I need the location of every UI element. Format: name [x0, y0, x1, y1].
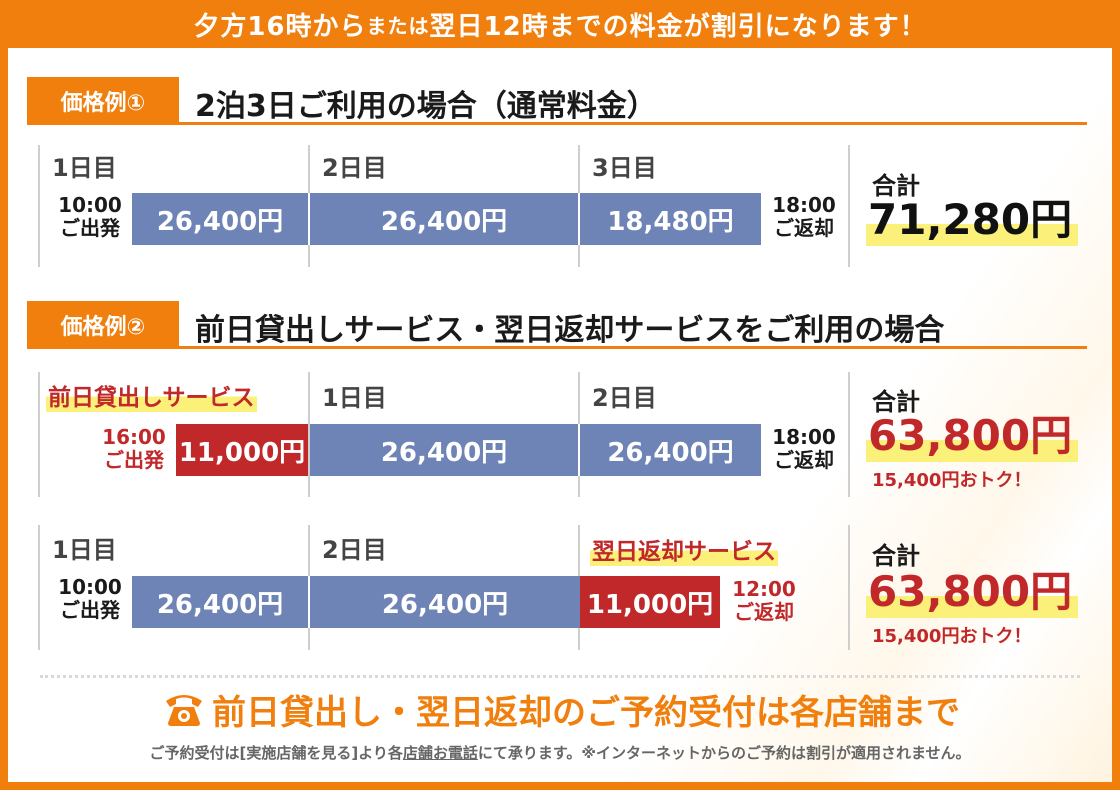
note-prefix: ご予約受付は — [149, 744, 240, 762]
ex1-day1-label: 1日目 — [52, 154, 117, 182]
note-suffix: にて承ります。※インターネットからのご予約は割引が適用されません。 — [477, 744, 971, 762]
depart-label: ご出発 — [60, 216, 120, 240]
ex2a-day1-label: 1日目 — [322, 384, 387, 412]
example1-title: 2泊3日ご利用の場合（通常料金） — [195, 89, 657, 124]
example1-tag: 価格例① — [27, 77, 179, 125]
ex2a-price-day2: 26,400円 — [580, 424, 761, 476]
phone-icon — [162, 689, 206, 729]
example1-header: 価格例① 2泊3日ご利用の場合（通常料金） — [27, 77, 1087, 125]
ex1-return: 18:00 ご返却 — [766, 194, 842, 240]
banner-text-1: 夕方16時から — [193, 11, 367, 42]
return-time: 12:00 — [732, 577, 796, 601]
return-label: ご返却 — [774, 448, 834, 472]
ex1-price-day3: 18,480円 — [580, 193, 761, 245]
depart-time: 10:00 — [58, 575, 122, 599]
early-pickup-service-label: 前日貸出しサービス — [46, 378, 257, 412]
depart-time: 10:00 — [58, 193, 122, 217]
ex2b-total-value: 63,800円 — [866, 566, 1079, 618]
example2-title: 前日貸出しサービス・翌日返却サービスをご利用の場合 — [195, 313, 945, 348]
return-label: ご返却 — [774, 216, 834, 240]
ex2a-depart: 16:00 ご出発 — [96, 426, 172, 472]
store-list-link[interactable]: [実施店舗を見る] — [239, 744, 359, 762]
banner-text-2: または — [366, 13, 430, 38]
ex2b-day1-label: 1日目 — [52, 536, 117, 564]
ex2a-service-price: 11,000円 — [176, 424, 308, 476]
ex2b-price-day2: 26,400円 — [310, 576, 580, 628]
divider — [848, 525, 850, 650]
ex1-day2-label: 2日目 — [322, 154, 387, 182]
ex2b-service-price: 11,000円 — [580, 576, 720, 628]
note-middle: より各 — [358, 744, 403, 762]
divider — [308, 372, 310, 497]
ex1-price-day2: 26,400円 — [310, 193, 580, 245]
divider — [38, 372, 40, 497]
divider — [848, 145, 850, 267]
ex2b-price-day1: 26,400円 — [132, 576, 310, 628]
late-return-service-label: 翌日返却サービス — [590, 532, 778, 566]
ex2a-total-value: 63,800円 — [866, 410, 1079, 462]
depart-label: ご出発 — [104, 448, 164, 472]
return-label: ご返却 — [734, 600, 794, 624]
return-time: 18:00 — [772, 193, 836, 217]
return-time: 18:00 — [772, 425, 836, 449]
depart-time: 16:00 — [102, 425, 166, 449]
ex1-price-day1: 26,400円 — [132, 193, 310, 245]
ex2a-price-day1: 26,400円 — [310, 424, 580, 476]
ex2b-total-label: 合計 — [872, 542, 920, 570]
ex2a-saving: 15,400円おトク！ — [872, 470, 1032, 491]
reservation-note: ご予約受付は[実施店舗を見る]より各店舗お電話にて承ります。※インターネットから… — [30, 742, 1090, 763]
example2-tag: 価格例② — [27, 301, 179, 349]
ex2a-day2-label: 2日目 — [592, 384, 657, 412]
example2-header: 価格例② 前日貸出しサービス・翌日返却サービスをご利用の場合 — [27, 301, 1087, 349]
ex2a-return: 18:00 ご返却 — [766, 426, 842, 472]
footer-divider — [40, 675, 1080, 678]
divider — [848, 372, 850, 497]
reservation-headline: 前日貸出し・翌日返却のご予約受付は各店舗まで — [36, 684, 1086, 734]
reservation-headline-text: 前日貸出し・翌日返却のご予約受付は各店舗まで — [212, 692, 960, 733]
ex2b-day2-label: 2日目 — [322, 536, 387, 564]
discount-banner: 夕方16時から または 翌日12時までの料金が割引になります！ — [0, 0, 1120, 48]
depart-label: ご出発 — [60, 598, 120, 622]
ex1-total-value: 71,280円 — [866, 194, 1079, 246]
note-underlined: 店舗お電話 — [402, 744, 478, 762]
banner-text-3: 翌日12時までの料金が割引になります！ — [429, 11, 927, 42]
ex1-depart: 10:00 ご出発 — [52, 194, 128, 240]
divider — [38, 525, 40, 650]
ex1-day3-label: 3日目 — [592, 154, 657, 182]
divider — [38, 145, 40, 267]
ex2b-return: 12:00 ご返却 — [726, 578, 802, 624]
ex2b-depart: 10:00 ご出発 — [52, 576, 128, 622]
ex2b-saving: 15,400円おトク！ — [872, 626, 1032, 647]
